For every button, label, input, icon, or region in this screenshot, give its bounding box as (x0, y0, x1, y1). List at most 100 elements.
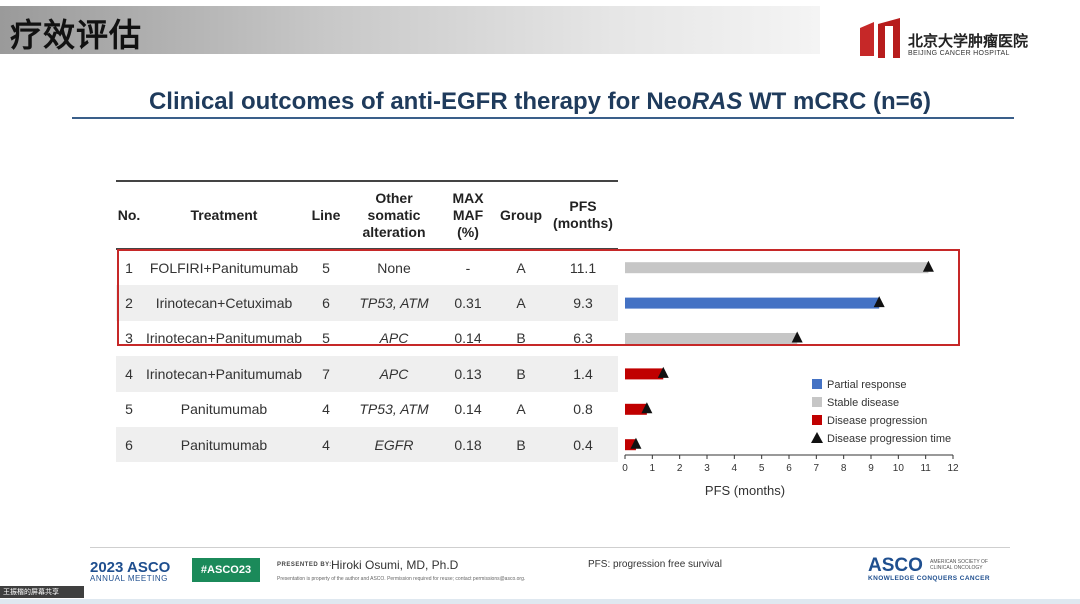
header-pfs: PFS (months) (548, 180, 618, 250)
legend-label: Partial response (827, 379, 907, 391)
cell-group: B (494, 356, 548, 392)
header-band (0, 6, 820, 54)
pfs-bar (625, 297, 880, 309)
header-treatment: Treatment (142, 180, 306, 250)
cell-alteration: APC (346, 356, 442, 392)
outcomes-table: No. Treatment Line Other somatic alteratio… (116, 180, 618, 463)
legend-label: Stable disease (827, 397, 899, 409)
cell-group: A (516, 401, 526, 418)
x-axis-title: PFS (months) (705, 483, 785, 498)
legend-marker-triangle (811, 432, 823, 443)
cell-no: 6 (116, 426, 142, 463)
x-tick-label: 11 (920, 463, 931, 474)
header-group: Group (494, 180, 548, 250)
legend-label: Disease progression time (827, 433, 951, 445)
footer-divider (90, 547, 1010, 548)
table-row: 3 Irinotecan+Panitumumab 5 APC 0.14 B 6.… (116, 321, 618, 356)
cell-alteration: TP53, ATM (359, 401, 429, 418)
cell-line: 4 (306, 426, 346, 463)
cell-pfs: 0.8 (573, 401, 593, 418)
cell-alteration: APC (379, 330, 409, 347)
cell-maf: 0.14 (454, 330, 482, 347)
header-line: Line (306, 180, 346, 250)
progression-marker (873, 296, 885, 308)
hospital-name-cn: 北京大学肿瘤医院 (908, 32, 1029, 50)
cell-line: 6 (306, 285, 346, 321)
x-tick-label: 12 (947, 463, 959, 474)
screen-share-indicator[interactable]: 王振楷的屏幕共享 (0, 586, 84, 598)
cell-pfs: 11.1 (569, 259, 597, 276)
cell-pfs: 9.3 (548, 285, 618, 321)
slide-header: 疗效评估 北京大学肿瘤医院 BEIJING CANCER HOSPITAL (0, 0, 1080, 58)
slide-title-gene: RAS (691, 88, 743, 115)
header-max-maf: MAX MAF (%) (442, 180, 494, 250)
x-tick-label: 7 (814, 463, 820, 474)
cell-maf: 0.31 (442, 285, 494, 321)
cell-group: A (516, 259, 526, 276)
pfs-bar (625, 262, 929, 274)
cell-no: 4 (116, 356, 142, 392)
cell-maf: 0.18 (442, 426, 494, 463)
meeting-name: ANNUAL MEETING (90, 574, 168, 583)
header-title: 疗效评估 (10, 16, 143, 54)
pfs-footnote: PFS: progression free survival (588, 559, 722, 570)
x-tick-label: 8 (841, 463, 847, 474)
bottom-band (0, 599, 1080, 604)
hospital-logo-icon (860, 18, 900, 58)
x-tick-label: 2 (677, 463, 683, 474)
cell-line: 5 (322, 259, 330, 276)
highlight-box (117, 249, 960, 346)
legend-label: Disease progression (827, 415, 927, 427)
cell-maf: - (465, 259, 471, 276)
cell-alteration: None (377, 259, 411, 276)
legend-swatch (812, 397, 822, 407)
table-row: 5 Panitumumab 4 TP53, ATM 0.14 A 0.8 (116, 392, 618, 427)
x-tick-label: 9 (868, 463, 874, 474)
cell-no: 3 (125, 330, 133, 347)
cell-maf: 0.13 (442, 356, 494, 392)
cell-group: A (494, 285, 548, 321)
cell-treatment: FOLFIRI+Panitumumab (149, 259, 299, 276)
cell-line: 7 (306, 356, 346, 392)
pfs-bar (625, 439, 636, 451)
cell-group: B (516, 330, 526, 347)
cell-no: 2 (116, 285, 142, 321)
progression-marker (641, 402, 653, 414)
asco-tagline: KNOWLEDGE CONQUERS CANCER (868, 575, 990, 582)
legend-swatch (812, 379, 822, 389)
slide-title-suffix: WT mCRC (n=6) (742, 88, 932, 115)
cell-pfs: 1.4 (548, 356, 618, 392)
x-tick-label: 6 (786, 463, 792, 474)
society-name: AMERICAN SOCIETY OF CLINICAL ONCOLOGY (930, 559, 988, 571)
legend-swatch (812, 415, 822, 425)
cell-alteration: TP53, ATM (346, 285, 442, 321)
header-no: No. (116, 180, 142, 250)
progression-marker (630, 437, 642, 449)
pfs-bar (625, 368, 664, 380)
presenter-name: Hiroki Osumi, MD, Ph.D (331, 558, 459, 572)
cell-line: 5 (322, 330, 330, 347)
table-header-row: No. Treatment Line Other somatic alteratio… (116, 180, 618, 250)
x-tick-label: 1 (650, 463, 656, 474)
x-tick-label: 4 (732, 463, 738, 474)
slide-title-prefix: Clinical outcomes of anti-EGFR therapy f… (148, 88, 692, 115)
header-other-alteration: Other somatic alteration (346, 180, 442, 250)
cell-maf: 0.14 (454, 401, 482, 418)
progression-marker (657, 366, 669, 378)
cell-pfs: 6.3 (573, 330, 593, 347)
permission-notice: Presentation is property of the author a… (277, 576, 526, 582)
hospital-name-en: BEIJING CANCER HOSPITAL (908, 50, 1010, 57)
cell-treatment: Panitumumab (142, 426, 306, 463)
progression-marker (922, 260, 934, 272)
title-divider (72, 117, 1014, 119)
cell-treatment: Panitumumab (180, 401, 268, 418)
pfs-bar (625, 333, 798, 344)
table-row: 1 FOLFIRI+Panitumumab 5 None - A 11.1 (116, 249, 618, 285)
x-tick-label: 0 (622, 463, 628, 474)
slide-title: Clinical outcomes of anti-EGFR therapy f… (0, 88, 1080, 116)
table-row: 6 Panitumumab 4 EGFR 0.18 B 0.4 (116, 426, 618, 463)
cell-line: 4 (322, 401, 330, 418)
x-tick-label: 5 (759, 463, 765, 474)
asco-logo: ASCO (868, 555, 923, 576)
